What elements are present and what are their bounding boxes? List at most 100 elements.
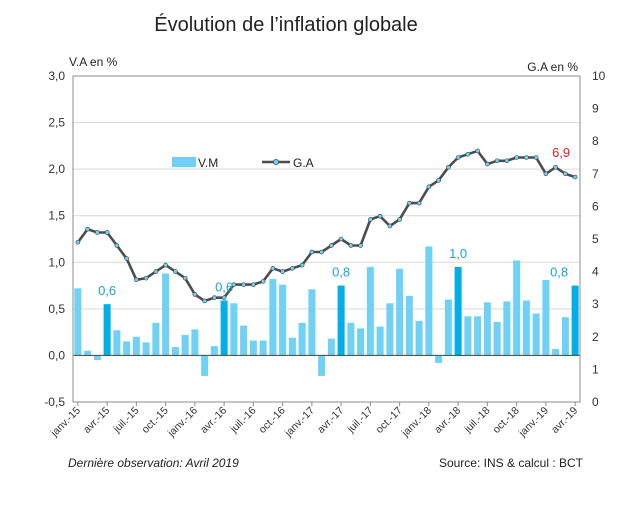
ga-point: [124, 256, 129, 261]
ga-point: [104, 230, 110, 235]
x-tick-label: janv.-18: [399, 405, 434, 440]
data-labels: 0,6 0,6 0,8 1,0 0,8 6,9: [98, 145, 570, 298]
ga-point: [143, 275, 149, 281]
vm-bar: [181, 334, 189, 356]
ga-point: [524, 155, 529, 160]
ga-point: [494, 158, 500, 164]
vm-bar: [376, 326, 384, 356]
data-label: 0,8: [332, 265, 350, 280]
ga-point: [416, 200, 422, 206]
left-tick-label: 1,5: [48, 209, 65, 223]
right-axis-ticks: 0 1 2 3 4 5 6 7 8 9 10: [592, 69, 606, 409]
x-tick-label: avr.-19: [549, 405, 580, 436]
legend-label-vm: V.M: [198, 156, 218, 170]
ga-point: [572, 174, 578, 180]
vm-bar: [503, 301, 511, 356]
ga-point: [153, 269, 159, 274]
x-tick-label: janv.-16: [165, 405, 200, 440]
vm-bar: [142, 342, 150, 356]
vm-bar: [396, 268, 404, 356]
data-label: 0,6: [215, 279, 233, 294]
left-tick-label: 2,5: [48, 116, 65, 130]
vm-bar: [288, 337, 296, 356]
ga-point: [85, 226, 90, 232]
vm-bar: [93, 355, 101, 361]
x-tick-label: janv.-15: [48, 405, 83, 440]
ga-point: [387, 223, 393, 229]
vm-bar: [366, 266, 374, 356]
vm-bar: [542, 279, 550, 356]
ga-point: [514, 155, 519, 160]
ga-point: [455, 155, 461, 160]
x-tick-label: janv.-17: [282, 405, 317, 440]
left-tick-label: 1,0: [48, 255, 65, 269]
ga-point: [348, 243, 354, 248]
vm-bar: [454, 266, 462, 356]
ga-point: [309, 249, 315, 255]
vm-bar: [444, 299, 452, 356]
ga-point: [475, 148, 480, 154]
ga-point: [182, 275, 188, 281]
right-tick-label: 1: [592, 362, 599, 376]
right-tick-label: 2: [592, 330, 599, 344]
right-tick-label: 9: [592, 102, 599, 116]
x-tick-label: janv.-19: [516, 405, 551, 440]
ga-point: [436, 178, 441, 183]
plot-frame: [72, 75, 581, 403]
ga-point: [280, 269, 285, 274]
ga-point: [241, 282, 246, 287]
ga-point: [260, 279, 266, 284]
vm-bar: [561, 317, 569, 356]
vm-bar: [483, 302, 491, 356]
ga-point: [95, 230, 100, 235]
left-axis-ticks: -0,5 0,0 0,5 1,0 1,5 2,0 2,5 3,0: [44, 69, 65, 409]
legend-swatch-vm: [172, 157, 196, 167]
plot-border: [72, 75, 581, 403]
ga-line-path: [76, 149, 576, 303]
left-tick-label: 0,5: [48, 302, 65, 316]
vm-bar: [230, 303, 238, 356]
vm-bar: [191, 329, 199, 356]
right-tick-label: 4: [592, 265, 599, 279]
ga-point: [426, 184, 432, 190]
left-tick-label: 0,0: [48, 348, 65, 362]
vm-bar: [347, 322, 355, 356]
vm-bar: [269, 279, 277, 356]
vm-bar: [464, 316, 472, 356]
vm-bar: [337, 285, 345, 356]
x-tick-label: juil.-15: [110, 405, 141, 436]
ga-point: [465, 151, 471, 157]
ga-point: [358, 243, 363, 248]
vm-bar: [259, 340, 267, 356]
x-tick-label: juil.-17: [344, 405, 375, 436]
vm-bar: [386, 303, 394, 356]
source-note: Source: INS & calcul : BCT: [439, 456, 584, 470]
ga-point: [270, 266, 276, 271]
vm-bar: [201, 355, 209, 376]
ga-point: [134, 277, 139, 283]
ga-point: [485, 161, 490, 167]
x-tick-label: avr.-18: [432, 405, 463, 436]
vm-bar: [210, 346, 218, 356]
x-axis-ticks: janv.-15avr.-15juil.-15oct.-15janv.-16av…: [48, 402, 580, 440]
right-tick-label: 5: [592, 232, 599, 246]
vm-bar: [84, 350, 92, 356]
legend: V.M G.A: [172, 156, 314, 170]
vm-bar: [74, 288, 82, 356]
vm-bars: [74, 246, 579, 376]
x-tick-label: avr.-15: [81, 405, 112, 436]
vm-bar: [357, 328, 365, 356]
ga-point: [231, 282, 237, 287]
data-label: 0,8: [550, 265, 568, 280]
ga-point: [368, 217, 373, 222]
right-tick-label: 7: [592, 167, 599, 181]
vm-bar: [318, 355, 326, 376]
vm-bar: [425, 246, 433, 356]
vm-bar: [474, 316, 482, 356]
ga-point: [446, 164, 451, 170]
ga-point: [407, 200, 412, 206]
right-tick-label: 10: [592, 69, 606, 83]
left-tick-label: 3,0: [48, 69, 65, 83]
ga-point: [173, 269, 178, 274]
vm-bar: [123, 341, 131, 356]
